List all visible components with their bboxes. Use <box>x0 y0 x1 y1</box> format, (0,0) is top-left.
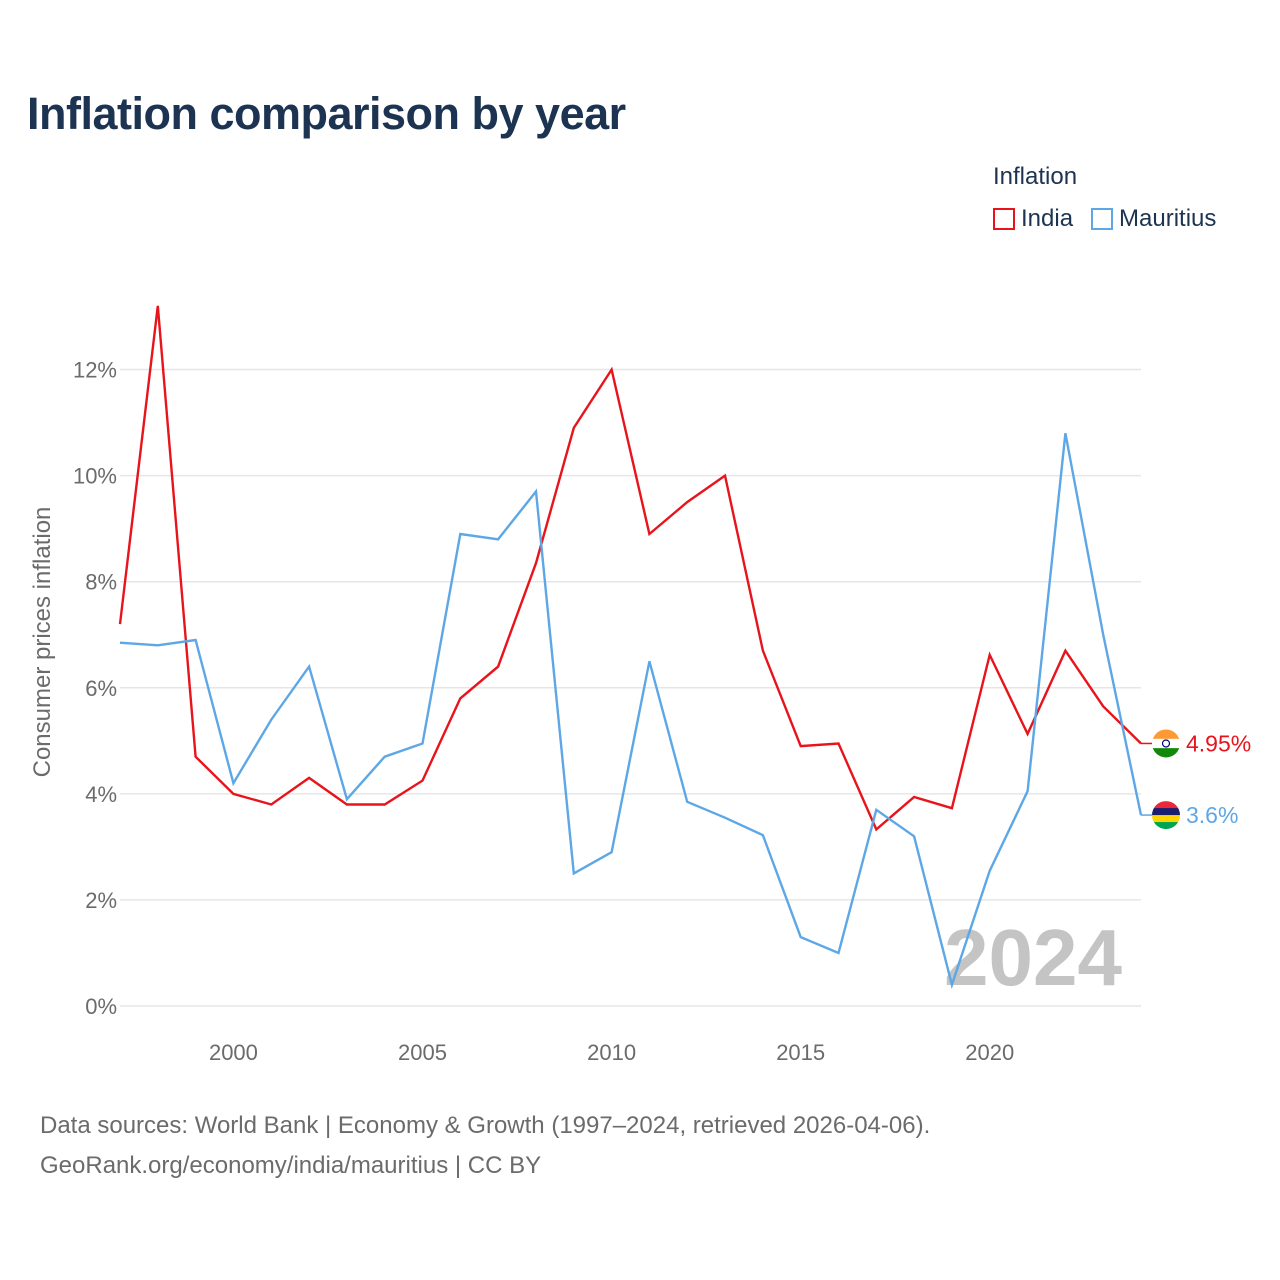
legend-item-india[interactable]: India <box>993 205 1073 233</box>
series-line-mauritius <box>119 432 1143 990</box>
mauritius-flag-icon <box>1152 801 1180 830</box>
chart-title: Inflation comparison by year <box>27 88 626 139</box>
legend-title: Inflation <box>993 163 1078 190</box>
x-tick-label: 2020 <box>965 1040 1014 1065</box>
legend-swatch-india <box>993 208 1015 230</box>
legend-item-mauritius[interactable]: Mauritius <box>1091 205 1216 233</box>
legend-label-mauritius: Mauritius <box>1119 205 1217 232</box>
y-tick-label: 2% <box>85 888 117 913</box>
end-value-label-india: 4.95% <box>1186 730 1251 756</box>
y-tick-label: 6% <box>85 676 117 701</box>
legend-label-india: India <box>1021 205 1074 232</box>
y-tick-label: 10% <box>73 464 117 489</box>
legend: India Mauritius <box>993 205 1216 233</box>
series-line-india <box>118 305 1142 832</box>
x-tick-label: 2010 <box>587 1040 636 1065</box>
y-tick-label: 8% <box>85 570 117 595</box>
footer-link[interactable]: GeoRank.org/economy/india/mauritius | CC… <box>40 1152 542 1179</box>
year-watermark: 2024 <box>944 913 1122 1002</box>
y-tick-label: 12% <box>73 358 117 383</box>
footer-sources: Data sources: World Bank | Economy & Gro… <box>40 1112 931 1139</box>
footer: Data sources: World Bank | Economy & Gro… <box>40 1106 930 1186</box>
x-tick-label: 2005 <box>398 1040 447 1065</box>
x-tick-label: 2015 <box>776 1040 825 1065</box>
legend-swatch-mauritius <box>1091 208 1114 230</box>
end-value-label-mauritius: 3.6% <box>1186 802 1238 828</box>
india-flag-icon <box>1152 729 1180 758</box>
y-tick-label: 0% <box>85 994 117 1019</box>
y-tick-label: 4% <box>85 782 117 807</box>
y-axis-label: Consumer prices inflation <box>29 507 56 778</box>
x-tick-label: 2000 <box>209 1040 258 1065</box>
